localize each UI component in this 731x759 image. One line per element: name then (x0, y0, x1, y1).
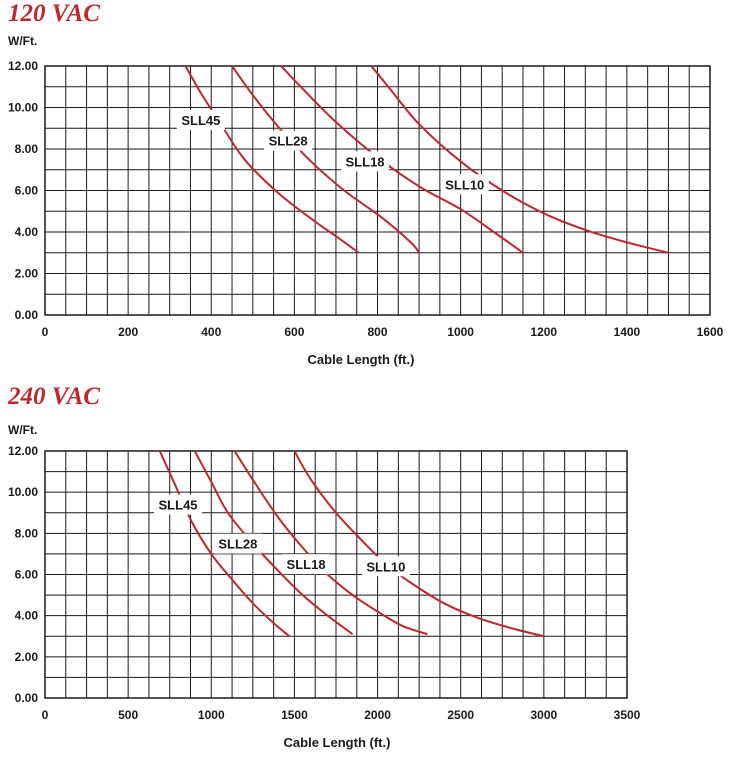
x-tick-label: 0 (42, 325, 49, 339)
series-line-sll45 (158, 450, 291, 638)
y-tick-label: 4.00 (15, 609, 39, 623)
x-tick-label: 200 (118, 325, 138, 339)
x-tick-label: 1200 (530, 325, 557, 339)
series-label-sll28: SLL28 (218, 537, 257, 552)
series-label-sll10: SLL10 (366, 559, 405, 574)
y-tick-label: 10.00 (8, 101, 38, 115)
x-tick-label: 0 (42, 708, 49, 722)
y-axis-label: W/Ft. (8, 34, 37, 48)
series-line-sll28 (193, 450, 354, 635)
series-label-sll28: SLL28 (269, 134, 308, 149)
series-label-sll18: SLL18 (346, 154, 385, 169)
y-tick-label: 4.00 (15, 225, 39, 239)
series-label-sll45: SLL45 (159, 498, 198, 513)
y-tick-label: 12.00 (8, 444, 38, 458)
x-tick-label: 1500 (281, 708, 308, 722)
grid (44, 450, 628, 699)
x-tick-label: 3500 (614, 708, 641, 722)
x-tick-label: 1600 (697, 325, 724, 339)
series-label-box (213, 533, 262, 554)
x-tick-label: 800 (367, 325, 387, 339)
series-label-box (176, 109, 225, 130)
x-tick-label: 500 (118, 708, 138, 722)
series-label-box (361, 556, 410, 577)
y-tick-label: 8.00 (15, 526, 39, 540)
y-tick-label: 8.00 (15, 142, 39, 156)
y-tick-label: 0.00 (15, 691, 39, 705)
series-line-sll18 (280, 65, 524, 254)
x-tick-label: 400 (201, 325, 221, 339)
series-label-box (264, 130, 313, 151)
series-line-sll10 (370, 65, 669, 254)
series-label-box (154, 494, 203, 515)
chart-title-240vac: 240 VAC (8, 383, 100, 410)
y-axis-label: W/Ft. (8, 423, 37, 437)
series-line-sll18 (233, 450, 428, 636)
series-label-box (282, 554, 331, 575)
x-tick-label: 2000 (364, 708, 391, 722)
x-tick-label: 600 (284, 325, 304, 339)
plot-frame (44, 450, 628, 699)
y-tick-label: 10.00 (8, 485, 38, 499)
series-line-sll45 (184, 65, 360, 254)
x-tick-label: 1000 (198, 708, 225, 722)
x-tick-label: 3000 (531, 708, 558, 722)
y-tick-label: 2.00 (15, 650, 39, 664)
series-label-box (341, 151, 390, 172)
x-tick-label: 1000 (447, 325, 474, 339)
series-line-sll28 (231, 65, 420, 254)
y-tick-label: 0.00 (15, 308, 39, 322)
series-label-sll18: SLL18 (287, 557, 326, 572)
series-label-sll10: SLL10 (445, 177, 484, 192)
chart-120vac: W/Ft. Cable Length (ft.) 0.00 2.00 4.00 6.0… (8, 34, 724, 367)
x-tick-label: 1400 (614, 325, 641, 339)
x-tick-label: 2500 (447, 708, 474, 722)
chart-title-120vac: 120 VAC (8, 0, 100, 27)
y-tick-label: 12.00 (8, 59, 38, 73)
x-axis-label: Cable Length (ft.) (308, 352, 415, 367)
series-label-sll45: SLL45 (181, 113, 220, 128)
grid (44, 65, 711, 316)
y-tick-label: 6.00 (15, 184, 39, 198)
y-tick-label: 6.00 (15, 568, 39, 582)
x-axis-label: Cable Length (ft.) (284, 735, 391, 750)
plot-frame (44, 65, 711, 316)
chart-240vac: W/Ft. Cable Length (ft.) 0.00 2.00 4.00 6.0… (8, 423, 641, 750)
y-tick-label: 2.00 (15, 267, 39, 281)
series-label-box (440, 174, 489, 195)
